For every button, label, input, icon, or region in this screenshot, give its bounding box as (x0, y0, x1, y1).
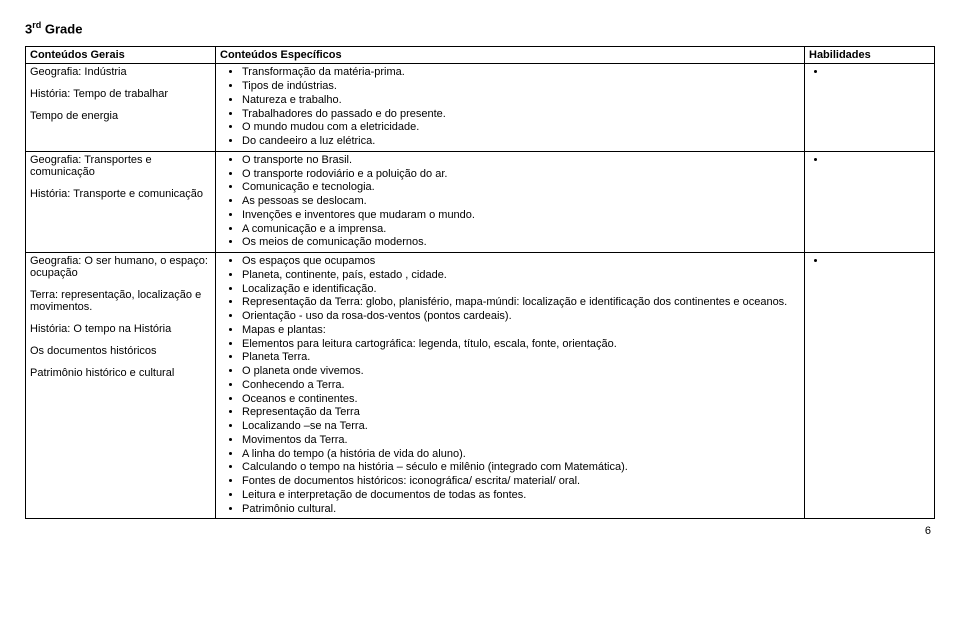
list-item: Patrimônio cultural. (242, 503, 800, 517)
general-topic: Os documentos históricos (30, 345, 211, 357)
list-item: Orientação - uso da rosa-dos-ventos (pon… (242, 310, 800, 324)
general-topic: História: Tempo de trabalhar (30, 88, 211, 100)
general-topic: Geografia: Transportes e comunicação (30, 154, 211, 178)
list-item: Conhecendo a Terra. (242, 379, 800, 393)
cell-specific: O transporte no Brasil.O transporte rodo… (216, 151, 805, 252)
table-header-row: Conteúdos Gerais Conteúdos Específicos H… (26, 47, 935, 64)
list-item: A linha do tempo (a história de vida do … (242, 448, 800, 462)
table-row: Geografia: Indústria História: Tempo de t… (26, 64, 935, 152)
specific-list: Os espaços que ocupamosPlaneta, continen… (220, 255, 800, 516)
curriculum-table: Conteúdos Gerais Conteúdos Específicos H… (25, 46, 935, 519)
list-item: O planeta onde vivemos. (242, 365, 800, 379)
list-item: A comunicação e a imprensa. (242, 223, 800, 237)
list-item: Trabalhadores do passado e do presente. (242, 108, 800, 122)
table-row: Geografia: O ser humano, o espaço: ocupa… (26, 253, 935, 519)
list-item: Calculando o tempo na história – século … (242, 461, 800, 475)
list-item: Invenções e inventores que mudaram o mun… (242, 209, 800, 223)
list-item: O transporte rodoviário e a poluição do … (242, 168, 800, 182)
list-item: Fontes de documentos históricos: iconogr… (242, 475, 800, 489)
list-item: Comunicação e tecnologia. (242, 181, 800, 195)
list-item: Os espaços que ocupamos (242, 255, 800, 269)
cell-general: Geografia: Transportes e comunicação Hist… (26, 151, 216, 252)
list-item: Leitura e interpretação de documentos de… (242, 489, 800, 503)
list-item: Elementos para leitura cartográfica: leg… (242, 338, 800, 352)
skills-list (809, 66, 930, 80)
cell-skills (805, 64, 935, 152)
cell-general: Geografia: O ser humano, o espaço: ocupa… (26, 253, 216, 519)
list-item: Mapas e plantas: (242, 324, 800, 338)
list-item: Representação da Terra: globo, planisfér… (242, 296, 800, 310)
general-topic: História: O tempo na História (30, 323, 211, 335)
page-number: 6 (25, 525, 935, 537)
cell-skills (805, 151, 935, 252)
list-item: As pessoas se deslocam. (242, 195, 800, 209)
list-item: Representação da Terra (242, 406, 800, 420)
skills-list (809, 255, 930, 269)
list-item (827, 154, 930, 168)
list-item: Planeta, continente, país, estado , cida… (242, 269, 800, 283)
cell-general: Geografia: Indústria História: Tempo de t… (26, 64, 216, 152)
header-specific: Conteúdos Específicos (216, 47, 805, 64)
cell-specific: Os espaços que ocupamosPlaneta, continen… (216, 253, 805, 519)
list-item: Planeta Terra. (242, 351, 800, 365)
table-row: Geografia: Transportes e comunicação Hist… (26, 151, 935, 252)
specific-list: Transformação da matéria-prima.Tipos de … (220, 66, 800, 149)
list-item: Os meios de comunicação modernos. (242, 236, 800, 250)
skills-list (809, 154, 930, 168)
header-general: Conteúdos Gerais (26, 47, 216, 64)
list-item (827, 66, 930, 80)
page-title: 3rd Grade (25, 20, 935, 36)
list-item (827, 255, 930, 269)
general-topic: Geografia: Indústria (30, 66, 211, 78)
specific-list: O transporte no Brasil.O transporte rodo… (220, 154, 800, 250)
list-item: O mundo mudou com a eletricidade. (242, 121, 800, 135)
general-topic: Geografia: O ser humano, o espaço: ocupa… (30, 255, 211, 279)
general-topic: Patrimônio histórico e cultural (30, 367, 211, 379)
list-item: Oceanos e continentes. (242, 393, 800, 407)
title-post: Grade (41, 21, 82, 36)
title-sup: rd (32, 20, 41, 30)
list-item: Natureza e trabalho. (242, 94, 800, 108)
list-item: Movimentos da Terra. (242, 434, 800, 448)
list-item: Localização e identificação. (242, 283, 800, 297)
general-topic: Terra: representação, localização e movi… (30, 289, 211, 313)
list-item: Tipos de indústrias. (242, 80, 800, 94)
list-item: Transformação da matéria-prima. (242, 66, 800, 80)
list-item: Do candeeiro a luz elétrica. (242, 135, 800, 149)
cell-skills (805, 253, 935, 519)
list-item: O transporte no Brasil. (242, 154, 800, 168)
general-topic: História: Transporte e comunicação (30, 188, 211, 200)
general-topic: Tempo de energia (30, 110, 211, 122)
header-skills: Habilidades (805, 47, 935, 64)
list-item: Localizando –se na Terra. (242, 420, 800, 434)
cell-specific: Transformação da matéria-prima.Tipos de … (216, 64, 805, 152)
